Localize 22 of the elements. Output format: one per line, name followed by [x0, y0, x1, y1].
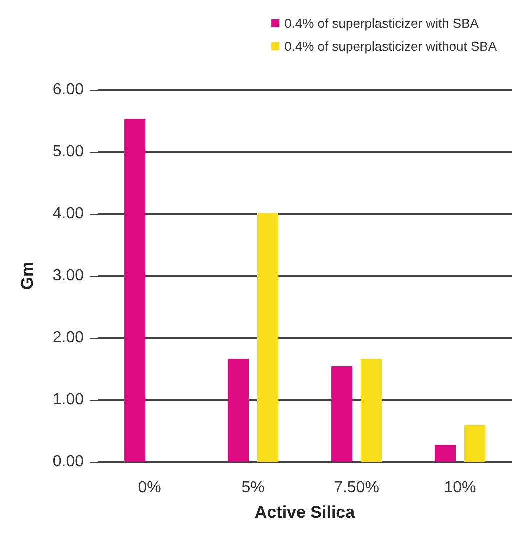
- x-tick-label: 5%: [242, 480, 265, 496]
- y-tick-label: 3.00: [52, 268, 84, 284]
- x-tick-label: 7.50%: [334, 480, 380, 496]
- y-tick-label: 2.00: [52, 330, 84, 346]
- bar: [228, 359, 250, 462]
- bar: [360, 359, 382, 462]
- bar: [257, 213, 278, 462]
- legend-label: 0.4% of superplasticizer without SBA: [284, 39, 498, 54]
- x-tick-label: 0%: [138, 480, 162, 496]
- y-tick-label: 6.00: [52, 82, 84, 98]
- bar: [435, 445, 456, 462]
- legend-label: 0.4% of superplasticizer with SBA: [284, 16, 480, 31]
- bar: [464, 425, 486, 462]
- y-tick-label: 4.00: [52, 206, 84, 222]
- bar: [332, 366, 353, 462]
- x-tick-label: 10%: [444, 480, 476, 496]
- y-tick-label: 5.00: [52, 144, 84, 160]
- y-tick-label: 0.00: [52, 454, 84, 470]
- y-axis-title: Gm: [18, 262, 37, 290]
- bar: [124, 119, 146, 462]
- x-axis-title: Active Silica: [254, 503, 356, 522]
- y-tick-label: 1.00: [52, 392, 84, 408]
